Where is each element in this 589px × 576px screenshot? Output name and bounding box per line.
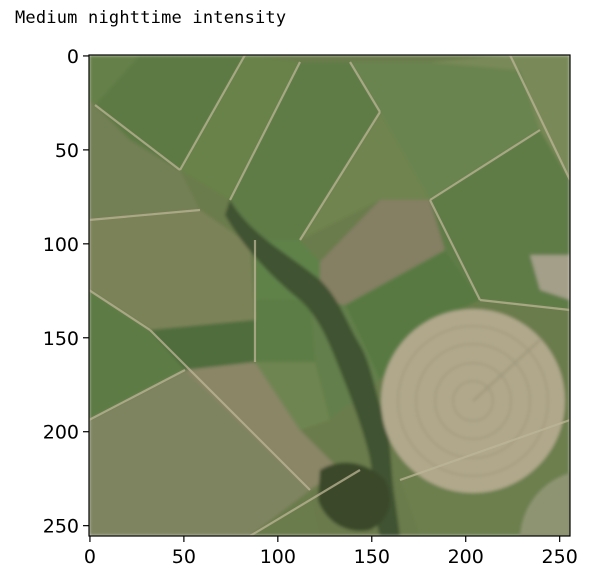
x-tick-label: 100 xyxy=(260,546,296,568)
field-parcel xyxy=(530,255,570,300)
x-tick-label: 250 xyxy=(542,546,578,568)
field-parcel xyxy=(255,300,315,362)
field-parcel xyxy=(255,362,330,430)
field-parcel xyxy=(345,250,480,380)
pivot-ring xyxy=(452,380,494,422)
pivot-ring xyxy=(397,325,549,477)
field-parcel xyxy=(185,362,340,490)
x-axis: 0 50 100 150 200 250 xyxy=(84,536,578,568)
y-tick-label: 250 xyxy=(43,516,79,538)
field-parcel xyxy=(350,62,540,200)
field-parcel xyxy=(89,100,200,220)
field-parcel xyxy=(230,62,380,240)
y-tick-label: 50 xyxy=(55,140,79,162)
y-axis: 0 50 100 150 200 250 xyxy=(43,46,89,538)
x-tick-label: 200 xyxy=(448,546,484,568)
field-parcel xyxy=(89,55,140,105)
pivot-arm xyxy=(472,339,541,402)
x-tick-label: 50 xyxy=(172,546,196,568)
field-parcel xyxy=(430,55,570,180)
y-tick-label: 200 xyxy=(43,422,79,444)
field-parcel xyxy=(89,290,185,420)
y-tick-label: 100 xyxy=(43,234,79,256)
field-parcel xyxy=(180,55,300,200)
field-parcel xyxy=(95,55,245,170)
pivot-ring xyxy=(415,343,531,459)
pivot-ring xyxy=(434,362,512,440)
y-tick-label: 0 xyxy=(67,46,79,68)
x-tick-label: 150 xyxy=(354,546,390,568)
output-title: Medium nighttime intensity xyxy=(15,8,287,28)
field-parcel xyxy=(320,200,445,305)
field-parcel xyxy=(300,112,430,240)
satellite-image xyxy=(89,55,570,536)
x-tick-label: 0 xyxy=(84,546,96,568)
center-pivot-partial xyxy=(520,472,570,536)
y-tick-label: 150 xyxy=(43,328,79,350)
tree-cluster xyxy=(318,462,390,531)
field-boundaries xyxy=(89,55,570,536)
axes-frame xyxy=(88,54,571,537)
field-parcel xyxy=(89,210,255,330)
field-parcel xyxy=(89,370,310,536)
